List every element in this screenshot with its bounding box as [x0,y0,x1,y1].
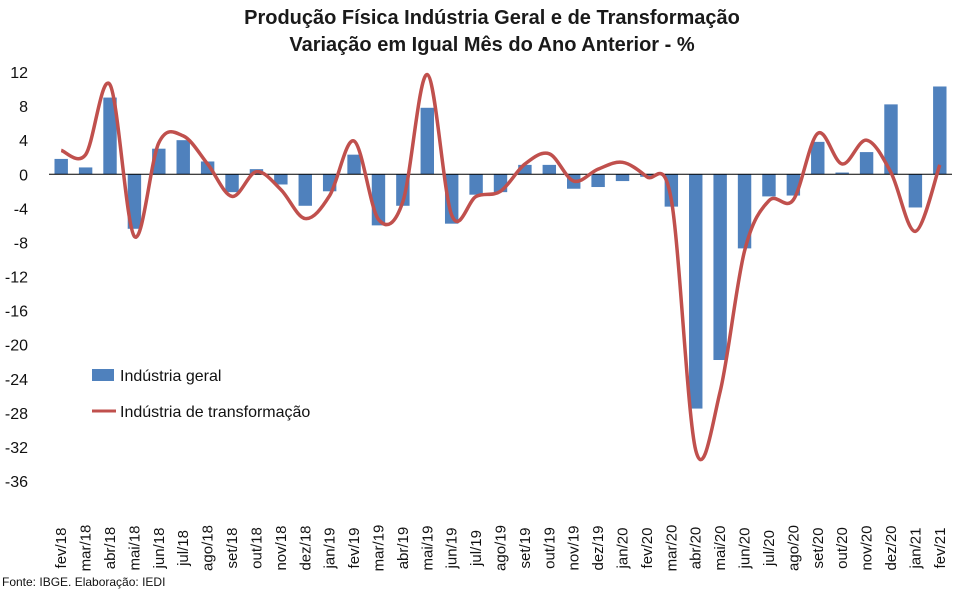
x-tick-label: jul/18 [175,530,192,567]
x-tick-label: dez/18 [297,525,314,570]
source-note: Fonte: IBGE. Elaboração: IEDI [2,575,165,589]
bar-jul-18 [176,140,190,175]
bar-mai-19 [420,107,434,175]
x-tick-label: mar/20 [663,525,680,572]
x-tick-label: nov/18 [273,525,290,570]
x-tick-label: set/20 [810,528,827,569]
y-tick-label: 8 [19,99,28,116]
bar-set-20 [811,141,825,175]
x-axis: fev/18 mar/18 abr/18 mai/18 jun/18 jul/18 ago/… [53,525,949,572]
x-tick-label: jan/19 [322,528,339,570]
bar-nov-18 [274,174,288,185]
bar-mai-20 [713,174,727,361]
x-tick-label: abr/19 [395,527,412,570]
x-tick-label: abr/20 [688,527,705,570]
legend-label-industria-geral: Indústria geral [120,368,221,385]
legend: Indústria geral Indústria de transformaç… [92,368,310,421]
x-tick-label: jun/18 [151,528,168,570]
bar-dez-19 [591,174,605,188]
x-tick-label: jun/20 [737,528,754,570]
x-tick-label: mar/19 [370,525,387,572]
x-tick-label: mar/18 [78,525,95,572]
bar-set-18 [225,174,239,193]
bar-set-19 [518,164,532,175]
x-tick-label: mai/18 [126,525,143,570]
y-tick-label: -20 [5,338,28,355]
y-tick-label: -32 [5,440,28,457]
x-tick-label: mai/20 [712,525,729,570]
x-tick-label: fev/21 [932,528,949,569]
legend-swatch-industria-geral [92,369,114,381]
bar-jul-19 [469,174,483,195]
x-tick-label: fev/20 [639,528,656,569]
y-tick-label: -8 [14,235,28,252]
x-tick-label: jan/21 [907,528,924,570]
bar-jan-20 [615,174,630,182]
y-tick-label: -36 [5,474,28,491]
x-tick-label: jan/20 [615,528,632,570]
chart-subtitle: Variação em Igual Mês do Ano Anterior - … [289,34,694,56]
bar-jun-20 [737,174,752,249]
bar-out-20 [835,172,849,175]
x-tick-label: ago/18 [200,525,217,571]
bar-fev-18 [54,158,68,175]
bar-jan-21 [908,174,923,208]
bar-dez-18 [298,174,312,206]
x-tick-label: abr/18 [102,527,119,570]
x-tick-label: out/18 [248,527,265,569]
chart-title: Produção Física Indústria Geral e de Tra… [244,7,740,29]
x-tick-label: jul/20 [761,530,778,567]
y-tick-label: -12 [5,270,28,287]
bar-fev-19 [347,154,361,175]
x-tick-label: jul/19 [468,530,485,567]
x-tick-label: nov/20 [859,525,876,570]
x-tick-label: mai/19 [419,525,436,570]
x-tick-label: nov/19 [566,525,583,570]
line-industria-transformacao [60,72,942,462]
bar-fev-21 [933,86,947,175]
x-tick-label: out/20 [834,527,851,569]
bar-nov-20 [859,152,874,175]
y-tick-label: 4 [19,133,28,150]
x-tick-label: set/19 [517,528,534,569]
bar-series [54,86,947,409]
x-tick-label: ago/20 [785,525,802,571]
bar-mar-18 [78,167,93,175]
x-tick-label: jun/19 [444,528,461,570]
bar-abr-18 [103,97,117,175]
y-tick-label: 12 [10,65,28,82]
bar-dez-20 [884,104,898,175]
x-tick-label: ago/19 [493,525,510,571]
y-tick-label: -16 [5,304,28,321]
x-tick-label: out/19 [541,527,558,569]
bar-out-19 [542,164,557,175]
bar-jun-19 [444,174,459,224]
x-tick-label: fev/19 [346,528,363,569]
bar-abr-20 [689,174,703,409]
x-tick-label: set/18 [224,528,241,569]
y-tick-label: 0 [19,167,28,184]
y-axis: 12 8 4 0 -4 -8 -12 -16 -20 -24 -28 -32 -36 [5,65,28,491]
line-series [60,72,942,462]
y-tick-label: -24 [5,372,28,389]
bar-jul-20 [762,174,776,197]
legend-label-industria-transformacao: Indústria de transformação [120,404,310,421]
bar-mai-18 [127,174,142,229]
x-tick-label: dez/19 [590,525,607,570]
y-tick-label: -4 [14,201,28,218]
y-tick-label: -28 [5,406,28,423]
x-tick-label: fev/18 [53,528,70,569]
x-tick-label: dez/20 [883,525,900,570]
